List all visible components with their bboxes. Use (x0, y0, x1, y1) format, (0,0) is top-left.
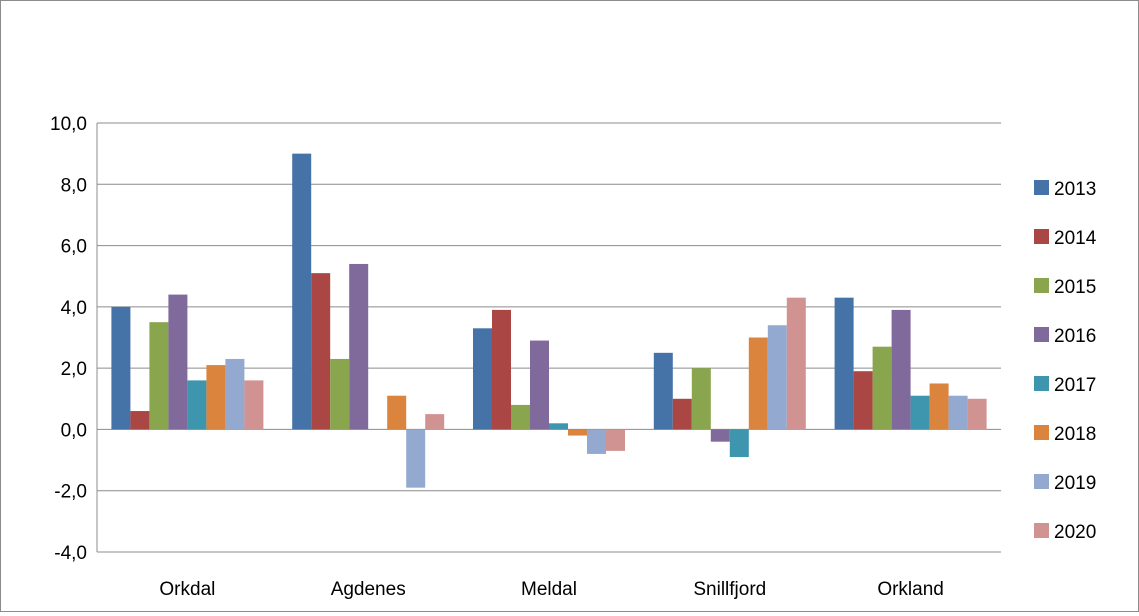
y-tick-label: 6,0 (61, 237, 87, 258)
bar-orkdal-2019 (225, 358, 245, 430)
y-tick-label: 8,0 (61, 175, 87, 196)
x-tick-label: Snillfjord (693, 579, 766, 600)
y-tick-label: 2,0 (61, 359, 87, 380)
bar-snillfjord-2020 (786, 297, 806, 430)
legend-label-2017: 2017 (1054, 375, 1096, 396)
bar-snillfjord-2015 (691, 368, 711, 430)
bar-snillfjord-2017 (729, 429, 749, 458)
bar-snillfjord-2014 (672, 398, 692, 430)
legend-swatch-2019 (1034, 474, 1049, 489)
bar-meldal-2013 (473, 328, 492, 430)
x-axis-ticks: Orkdal Agdenes Meldal Snillfjord Orkland (159, 579, 943, 600)
x-tick-label: Orkdal (159, 579, 215, 600)
legend-swatch-2017 (1034, 376, 1049, 391)
bar-agdenes-2016 (349, 263, 369, 430)
legend-swatch-2020 (1034, 523, 1049, 538)
gridlines (96, 122, 1001, 553)
bar-orkland-2020 (967, 398, 987, 430)
legend-label-2016: 2016 (1054, 326, 1096, 347)
legend-swatch-2016 (1034, 327, 1049, 342)
bar-agdenes-2015 (330, 358, 350, 430)
legend-label-2014: 2014 (1054, 228, 1097, 249)
legend-swatch-2018 (1034, 425, 1049, 440)
bar-agdenes-2014 (311, 273, 331, 430)
bar-snillfjord-2019 (767, 325, 787, 430)
bar-orkland-2013 (834, 297, 854, 430)
bar-orkdal-2013 (111, 306, 131, 430)
bar-snillfjord-2018 (748, 337, 768, 430)
bars (111, 153, 987, 488)
y-tick-label: -4,0 (54, 543, 87, 564)
bar-agdenes-2013 (292, 153, 312, 430)
bar-meldal-2018 (568, 429, 587, 436)
bar-orkland-2017 (910, 395, 930, 430)
x-tick-label: Agdenes (331, 579, 406, 600)
bar-orkdal-2018 (206, 365, 226, 430)
bar-agdenes-2019 (406, 429, 426, 488)
bar-snillfjord-2013 (653, 352, 673, 430)
legend-label-2020: 2020 (1054, 522, 1096, 543)
bar-orkdal-2017 (187, 380, 207, 430)
legend-swatch-2014 (1034, 229, 1049, 244)
bar-orkland-2015 (872, 346, 892, 430)
bar-snillfjord-2016 (710, 429, 730, 442)
bar-meldal-2020 (606, 429, 625, 451)
bar-orkland-2018 (929, 383, 949, 430)
bar-meldal-2016 (530, 340, 549, 430)
bar-meldal-2015 (511, 404, 530, 430)
legend-swatch-2013 (1034, 180, 1049, 195)
bar-meldal-2014 (492, 309, 511, 430)
bar-orkland-2014 (853, 371, 873, 430)
bar-orkdal-2020 (244, 380, 264, 430)
legend-label-2015: 2015 (1054, 277, 1096, 298)
x-tick-label: Meldal (521, 579, 577, 600)
bar-orkdal-2016 (168, 294, 188, 430)
y-axis-ticks: 10,0 8,0 6,0 4,0 2,0 0,0 -2,0 -4,0 (50, 114, 87, 564)
legend-label-2013: 2013 (1054, 179, 1096, 200)
y-tick-label: 4,0 (61, 298, 87, 319)
legend-label-2019: 2019 (1054, 473, 1096, 494)
bar-orkdal-2014 (130, 411, 150, 430)
bar-agdenes-2018 (387, 395, 407, 430)
legend: 2013 2014 2015 2016 2017 2018 2019 2020 (1034, 179, 1097, 543)
y-tick-label: 0,0 (61, 420, 87, 441)
y-tick-label: 10,0 (50, 114, 87, 135)
bar-agdenes-2020 (425, 414, 445, 430)
bar-orkland-2019 (948, 395, 968, 430)
x-tick-label: Orkland (877, 579, 944, 600)
bar-orkland-2016 (891, 309, 911, 430)
bar-meldal-2017 (549, 423, 568, 430)
bar-meldal-2019 (587, 429, 606, 454)
legend-swatch-2015 (1034, 278, 1049, 293)
legend-label-2018: 2018 (1054, 424, 1096, 445)
bar-orkdal-2015 (149, 322, 169, 430)
y-tick-label: -2,0 (54, 482, 87, 503)
